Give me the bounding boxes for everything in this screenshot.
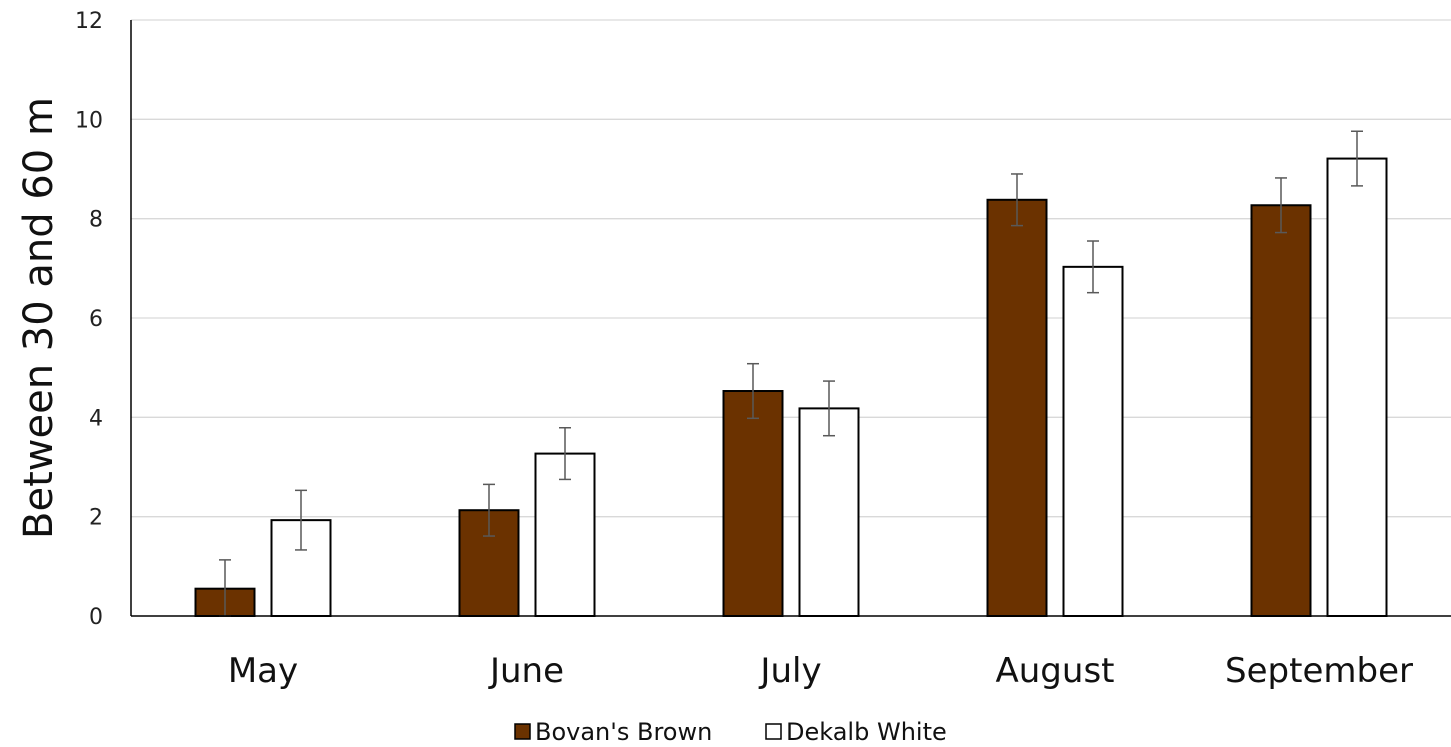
- bar-1: [1326, 157, 1388, 617]
- bar-0: [1250, 204, 1312, 618]
- x-category-label: August: [996, 651, 1115, 691]
- y-tick-label: 0: [89, 605, 103, 630]
- y-tick-label: 2: [89, 506, 103, 531]
- bar-0: [986, 198, 1048, 617]
- error-bars: [219, 130, 1363, 617]
- gridlines: [131, 19, 1451, 518]
- legend-label-1: Dekalb White: [786, 718, 947, 746]
- legend-swatch-1: [765, 723, 782, 740]
- bar-1: [798, 407, 860, 618]
- y-tick-label: 10: [75, 108, 103, 133]
- y-tick-label: 8: [89, 208, 103, 233]
- x-category-labels: May June July August September: [228, 651, 1413, 691]
- x-category-label: May: [228, 651, 298, 691]
- x-category-label: July: [758, 651, 821, 691]
- legend-swatch-0: [514, 723, 531, 740]
- x-category-label: June: [488, 651, 564, 691]
- y-tick-labels: 0 2 4 6 8 10 12: [75, 9, 103, 630]
- legend-label-0: Bovan's Brown: [535, 718, 712, 746]
- legend: Bovan's Brown Dekalb White: [514, 718, 947, 746]
- bars: [194, 157, 1388, 618]
- y-axis-title: Between 30 and 60 m: [16, 97, 62, 539]
- y-tick-label: 4: [89, 406, 103, 431]
- y-tick-label: 12: [75, 9, 103, 34]
- y-tick-label: 6: [89, 307, 103, 332]
- x-category-label: September: [1225, 651, 1413, 691]
- bar-0: [722, 390, 784, 618]
- bar-1: [1062, 265, 1124, 617]
